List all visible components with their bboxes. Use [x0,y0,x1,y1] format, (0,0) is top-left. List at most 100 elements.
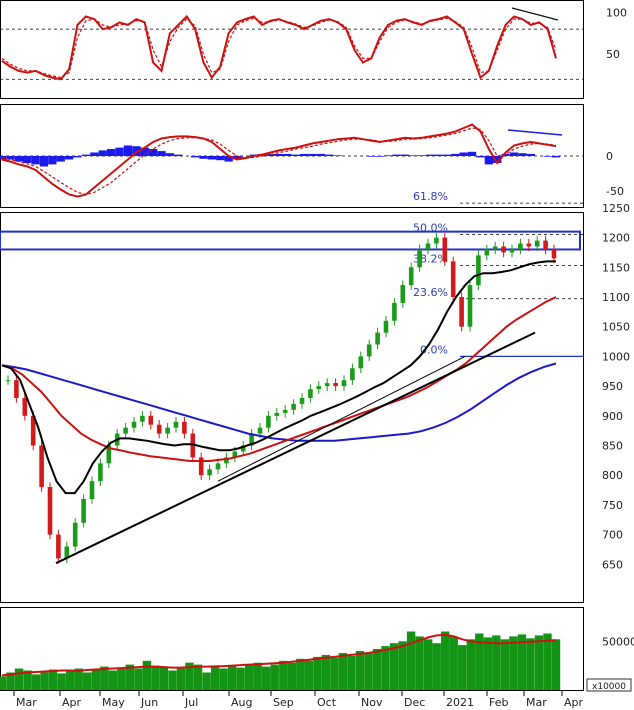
volume-bar [0,676,7,690]
volume-bar [176,668,186,690]
macd-hist-bar [274,153,284,156]
candle-body [484,249,490,256]
volume-bar [6,672,15,690]
candle-body [56,534,61,559]
volume-y-tick-0: 50000 [602,635,634,648]
x-tick-label-13: Apr [564,696,584,709]
macd-signal-line [1,127,557,196]
macd-hist-bar [451,153,460,156]
macd-y-tick-1: -50 [606,185,624,198]
volume-bar [210,666,220,690]
macd-hist-bar [123,145,133,156]
volume-bar [466,639,475,690]
candle-body [492,246,498,250]
candle-body [98,463,103,482]
macd-hist-bar [232,156,242,160]
volume-bar [202,672,211,690]
candle-body [358,356,364,369]
volume-bar [40,672,49,690]
macd-hist-bar [115,147,124,156]
volume-bar [517,634,527,690]
volume-bar [449,636,458,690]
candle-body [551,249,557,259]
macd-hist-bar [56,156,65,162]
candle-body [39,445,44,488]
candle-body [106,445,112,464]
volume-bar [100,666,109,690]
volume-bar [543,633,552,690]
volume-bar [551,639,561,690]
macd-hist-bar [325,154,334,156]
candle-body [476,255,481,286]
macd-hist-bar [333,155,342,156]
macd-hist-bar [132,146,141,156]
volume-bar [338,653,348,690]
volume-bar [134,668,143,690]
price-y-tick-4: 1050 [602,321,630,334]
candle-body [501,246,506,253]
x-tick-label-6: Sep [273,696,294,709]
fib-level-label-0: 61.8% [413,190,448,203]
candle-body [467,285,473,327]
volume-bar [151,665,160,690]
candle-body [341,380,347,387]
volume-bar [262,666,271,690]
candle-body [375,332,380,345]
fib-level-label-1: 50.0% [413,222,448,235]
stochastic-panel: 100 50 [0,6,627,81]
macd-hist-bar [291,154,300,156]
stoch-series-1 [1,17,557,79]
macd-hist-bar [207,156,216,160]
candle-body [459,297,464,327]
candle-body [266,415,271,428]
volume-bar [492,635,501,690]
macd-hist-bar [442,154,451,156]
macd-hist-bar [467,151,477,156]
volume-bar [253,662,262,690]
volume-bar [347,655,356,690]
macd-hist-bar [140,147,149,156]
volume-bar [108,670,117,690]
volume-bar [193,664,203,690]
macd-hist-bar [149,149,158,156]
macd-hist-bar [493,156,502,163]
volume-bar [159,666,169,690]
candle-body [215,463,221,470]
volume-bar [31,674,41,690]
volume-bar [14,668,24,690]
volume-bar [441,631,450,690]
macd-hist-bar [384,155,393,156]
stoch-y-tick-0: 100 [606,6,627,19]
macd-hist-bar [476,156,485,158]
volume-bar [236,667,245,690]
candle-body [417,249,422,268]
candle-body [22,398,28,416]
volume-bar [406,631,416,690]
candle-body [123,427,128,434]
resistance-zone [0,230,581,251]
volume-bar [227,665,237,690]
volume-bar [245,664,254,690]
candle-body [190,433,196,458]
macd-panel: 0 -50 [0,123,624,198]
volume-bar [534,635,544,690]
macd-hist-bar [81,154,91,156]
candle-body [240,445,246,452]
volume-bar [424,639,433,690]
macd-hist-bar [308,153,317,156]
macd-hist-bar [400,154,410,156]
volume-bar [372,649,382,690]
price-y-tick-1: 1200 [602,232,630,245]
candle-body [316,386,322,390]
x-tick-label-10: 2021 [446,696,474,709]
candle-body [534,240,540,247]
volume-bar [48,669,58,690]
candle-body [434,237,439,244]
macd-hist-bar [484,156,493,165]
trendline-main [55,331,536,565]
candle-body [64,546,70,559]
macd-hist-bar [426,154,435,156]
candle-body [442,237,448,262]
macd-hist-bar [90,152,99,156]
macd-y-tick-0: 0 [606,150,613,163]
